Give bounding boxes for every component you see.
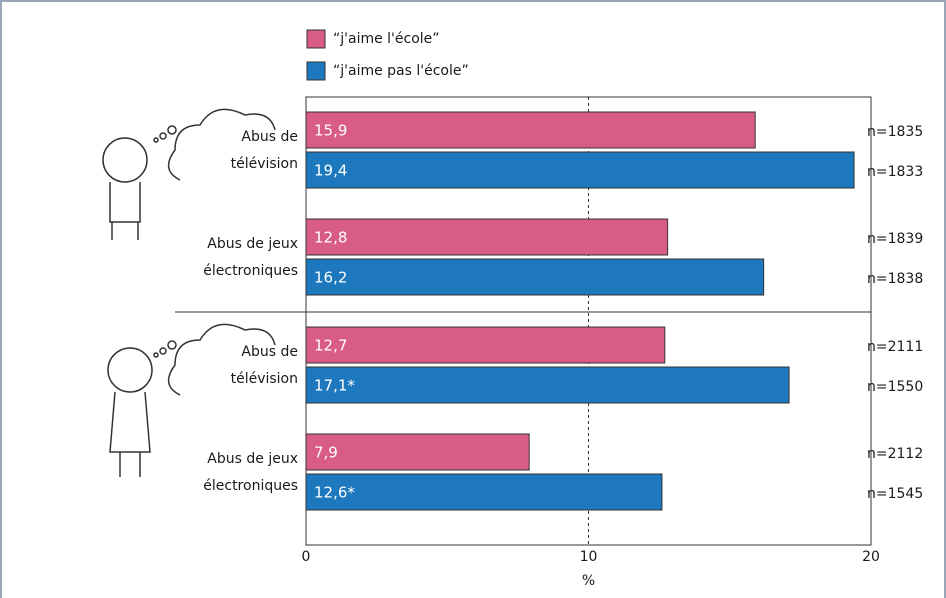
bar — [305, 433, 530, 471]
value-label: 7,9 — [314, 444, 338, 462]
category-label: Abus de jeux — [207, 236, 298, 252]
n-label: n=1835 — [867, 124, 923, 140]
n-label: n=2112 — [867, 446, 923, 462]
category-label: Abus de jeux — [207, 451, 298, 467]
value-label: 12,8 — [314, 229, 347, 247]
n-label: n=1838 — [867, 271, 923, 287]
category-label: Abus de — [241, 129, 298, 145]
value-label: 16,2 — [314, 269, 347, 287]
x-tick-label: 10 — [580, 549, 598, 565]
n-label: n=1550 — [867, 379, 923, 395]
bar — [305, 111, 756, 149]
value-label: 17,1* — [314, 377, 355, 395]
bar — [305, 258, 765, 296]
n-label: n=2111 — [867, 339, 923, 355]
bar — [305, 473, 663, 511]
category-label: électroniques — [203, 478, 298, 494]
value-label: 12,7 — [314, 337, 347, 355]
x-tick-label: 0 — [302, 549, 311, 565]
x-tick-label: 20 — [862, 549, 880, 565]
illustration — [102, 108, 276, 477]
bar — [305, 366, 790, 404]
category-label: électroniques — [203, 263, 298, 279]
bar — [305, 326, 666, 364]
category-label: télévision — [231, 371, 298, 387]
value-label: 15,9 — [314, 122, 347, 140]
category-label: Abus de — [241, 344, 298, 360]
bar — [305, 151, 855, 189]
legend-label: “j'aime pas l'école” — [333, 63, 469, 79]
category-label: télévision — [231, 156, 298, 172]
x-axis-label: % — [582, 573, 595, 589]
value-label: 19,4 — [314, 162, 347, 180]
n-label: n=1839 — [867, 231, 923, 247]
value-label: 12,6* — [314, 484, 355, 502]
legend-swatch — [306, 29, 326, 49]
legend-swatch — [306, 61, 326, 81]
legend-label: “j'aime l'école” — [333, 31, 440, 47]
bar — [305, 218, 669, 256]
n-label: n=1833 — [867, 164, 923, 180]
n-label: n=1545 — [867, 486, 923, 502]
